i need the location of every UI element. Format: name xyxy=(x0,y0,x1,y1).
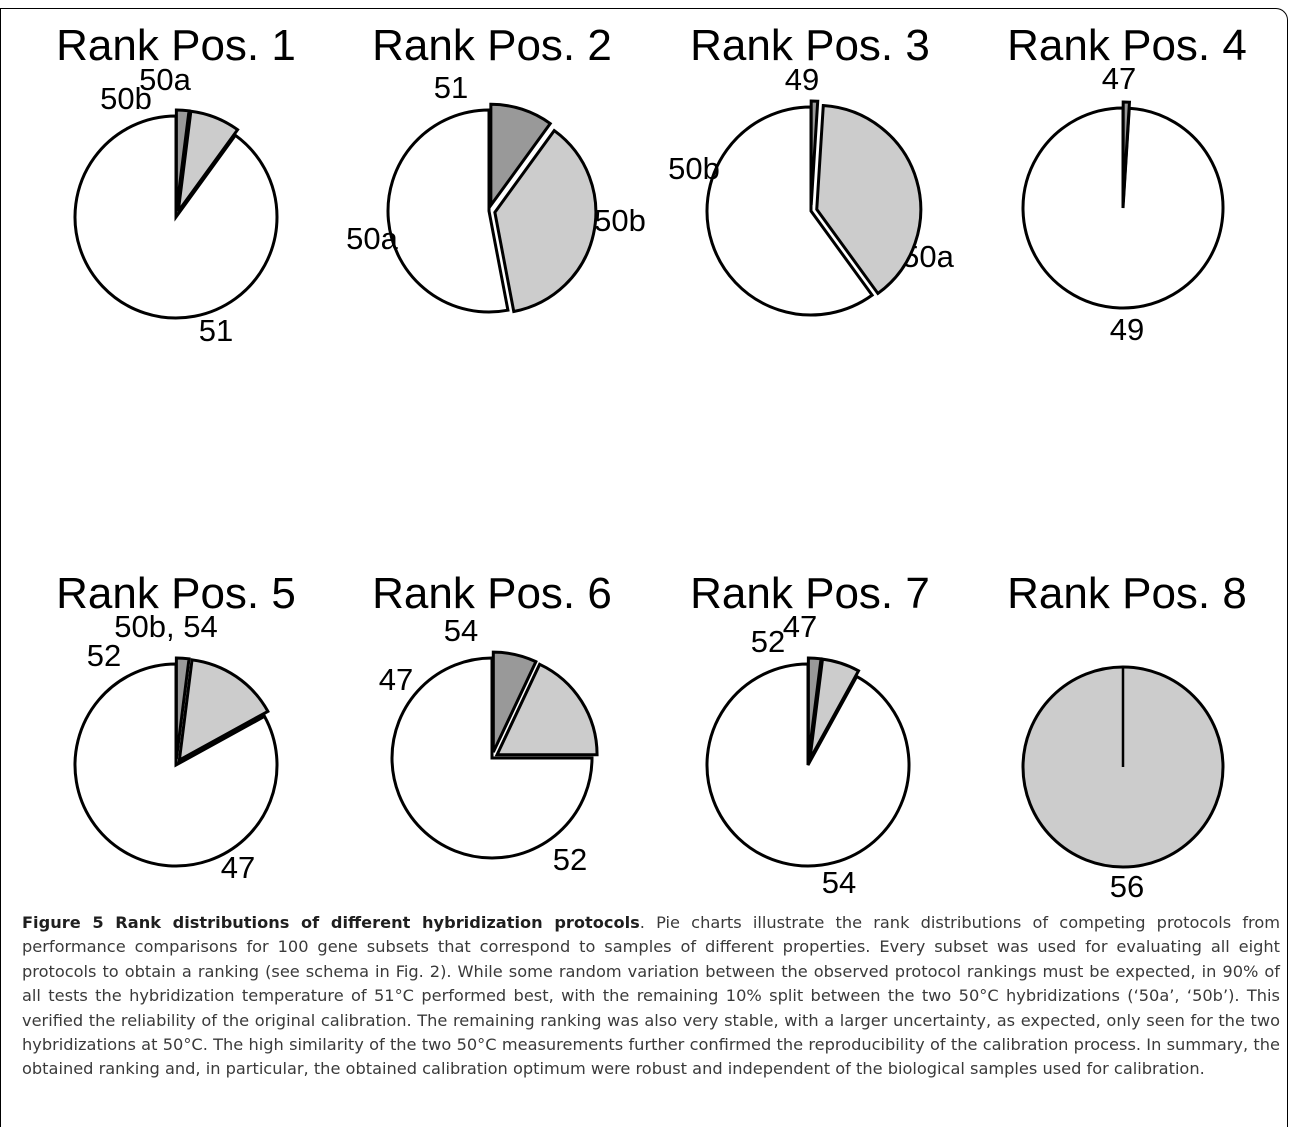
pie-chart-6: Rank Pos. 6 52 47 54 xyxy=(372,569,612,877)
pie-slice xyxy=(176,109,240,213)
pie-slice xyxy=(815,103,923,296)
pie-slice-label: 50b xyxy=(100,81,152,116)
pie-title: Rank Pos. 6 xyxy=(372,569,612,618)
caption-title: Figure 5 Rank distributions of different… xyxy=(22,913,640,932)
pie-slice-label: 47 xyxy=(379,662,413,697)
pie-chart-8: Rank Pos. 8 56 xyxy=(1007,569,1247,904)
figure-frame xyxy=(0,8,1288,1127)
pie-slice-label: 56 xyxy=(1110,869,1144,904)
pie-slice xyxy=(174,108,191,212)
pie-slice xyxy=(809,99,820,206)
pie-slice-label: 50a xyxy=(346,221,398,256)
pie-slice-label: 52 xyxy=(553,842,587,877)
pie-slice xyxy=(390,656,594,860)
pie-slice xyxy=(1121,100,1132,203)
pie-slice-label: 50b xyxy=(668,151,720,186)
pie-slice-label: 47 xyxy=(221,850,255,885)
pie-title: Rank Pos. 4 xyxy=(1007,21,1247,70)
pie-slice-label: 47 xyxy=(783,609,817,644)
pie-slice xyxy=(808,657,861,761)
pie-chart-2: Rank Pos. 2 50b 50a 51 xyxy=(346,21,646,314)
pie-slice xyxy=(489,102,553,210)
figure-caption: Figure 5 Rank distributions of different… xyxy=(22,911,1280,1082)
pie-slice xyxy=(494,662,599,757)
pie-slice xyxy=(806,656,823,760)
pie-slice-label: 54 xyxy=(444,613,478,648)
pie-slice-label: 52 xyxy=(751,624,785,659)
pie-slice-label: 50b, 54 xyxy=(114,609,217,644)
pie-slice xyxy=(386,108,510,314)
pie-slice-label: 52 xyxy=(87,638,121,673)
pie-chart-4: Rank Pos. 4 49 47 xyxy=(1007,21,1247,347)
pie-title: Rank Pos. 5 xyxy=(56,569,296,618)
pie-slice-label: 50b xyxy=(594,203,646,238)
pie-slice-label: 49 xyxy=(785,62,819,97)
pie-title: Rank Pos. 2 xyxy=(372,21,612,70)
pie-title: Rank Pos. 1 xyxy=(56,21,296,70)
pie-slice xyxy=(1021,106,1225,310)
pie-slice xyxy=(174,656,191,760)
pie-slice-label: 54 xyxy=(822,865,856,900)
pie-slice-label: 49 xyxy=(1110,312,1144,347)
pie-slice xyxy=(705,105,875,317)
pie-slice-label: 50a xyxy=(139,62,191,97)
pie-title: Rank Pos. 3 xyxy=(690,21,930,70)
pie-slice xyxy=(177,658,270,763)
pie-slice-label: 47 xyxy=(1102,61,1136,96)
pie-title: Rank Pos. 8 xyxy=(1007,569,1247,618)
pie-title: Rank Pos. 7 xyxy=(690,569,930,618)
pie-slice xyxy=(491,650,538,753)
pie-slice xyxy=(73,114,279,320)
pie-slice xyxy=(73,662,279,868)
pie-slice xyxy=(705,662,911,868)
pie-slice xyxy=(493,128,598,314)
caption-text: . Pie charts illustrate the rank distrib… xyxy=(22,913,1280,1079)
pie-slice-label: 51 xyxy=(434,70,468,105)
pie-slice-label: 51 xyxy=(199,313,233,348)
